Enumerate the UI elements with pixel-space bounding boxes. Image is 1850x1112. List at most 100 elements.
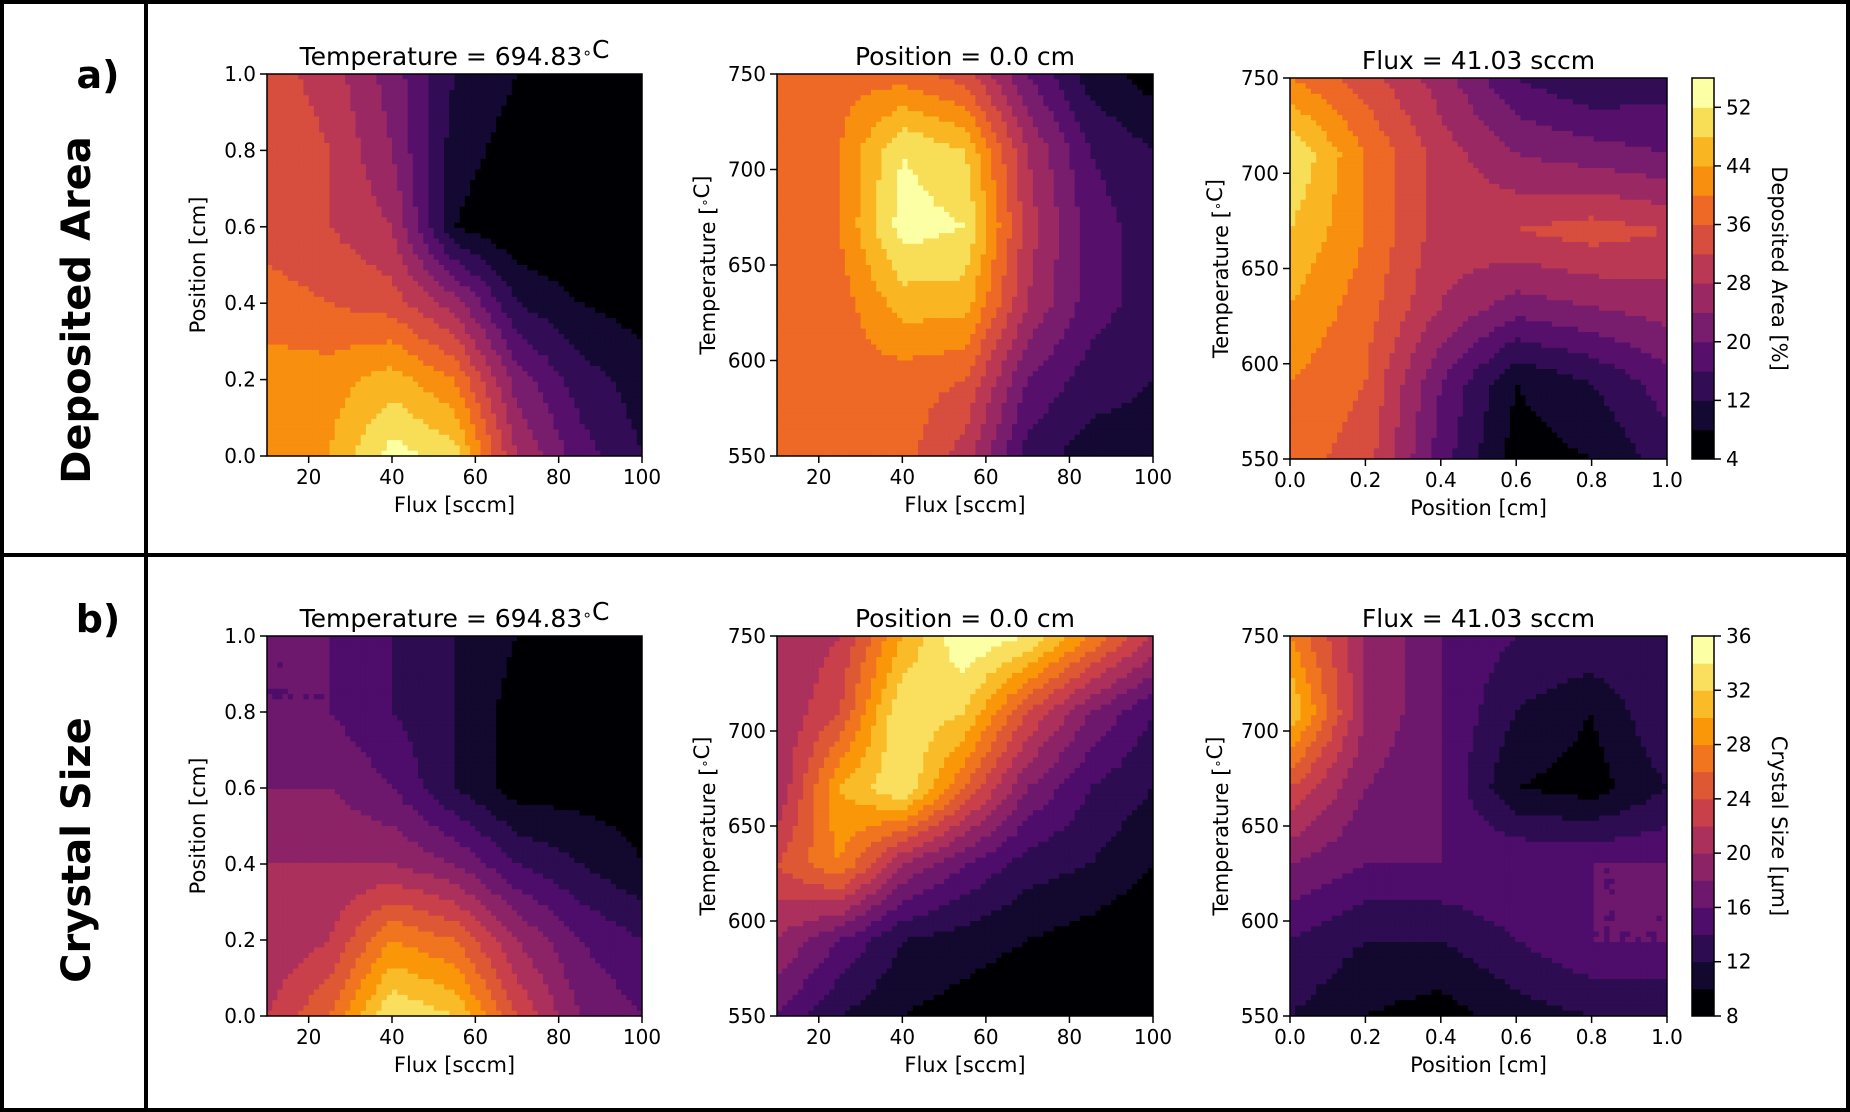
contour-cell [433,323,440,330]
contour-cell [412,127,419,133]
contour-cell [490,211,497,218]
contour-cell [298,211,305,218]
contour-cell [345,222,351,229]
contour-cell [339,100,346,107]
contour-cell [319,105,325,112]
contour-cell [397,296,404,303]
contour-cell [444,105,450,112]
contour-cell [626,387,633,393]
contour-cell [579,95,586,102]
contour-cell [579,381,586,388]
contour-cell [480,275,487,282]
contour-cell [407,142,414,149]
contour-cell [584,254,591,261]
contour-cell [605,339,612,346]
contour-cell [407,323,414,330]
contour-cell [412,429,419,436]
contour-cell [480,249,487,255]
contour-cell [511,360,518,367]
contour-cell [454,180,461,187]
contour-cell [267,318,273,324]
contour-cell [558,318,565,324]
contour-cell [558,89,565,96]
contour-cell [558,222,565,229]
contour-cell [360,333,367,340]
contour-cell [339,365,346,372]
contour-cell [371,211,377,218]
contour-cell [428,243,435,250]
contour-cell [537,323,544,330]
contour-cell [386,196,393,202]
contour-cell [433,265,440,271]
contour-cell [381,429,388,436]
contour-cell [501,169,508,176]
contour-cell [397,169,404,176]
contour-cell [355,402,362,409]
contour-cell [355,307,362,314]
contour-cell [293,153,299,160]
contour-cell [376,381,383,388]
contour-cell [282,291,289,298]
contour-cell [532,132,539,139]
contour-cell [329,434,336,441]
contour-cell [558,254,565,261]
contour-cell [392,402,398,409]
contour-cell [621,206,627,213]
contour-cell [319,381,325,388]
contour-cell [470,238,476,245]
contour-cell [522,312,529,319]
contour-cell [490,238,497,245]
contour-cell [371,190,377,197]
contour-cell [428,89,435,96]
contour-cell [433,392,440,399]
contour-cell [636,127,642,133]
contour-cell [360,402,367,409]
contour-cell [287,227,294,234]
contour-cell [449,296,456,303]
contour-cell [386,286,393,293]
contour-cell [532,201,539,208]
contour-cell [376,265,383,271]
contour-cell [334,238,341,245]
contour-cell [412,84,419,91]
contour-cell [407,206,414,213]
contour-cell [574,142,581,149]
contour-cell [475,312,482,319]
contour-cell [621,164,627,171]
contour-cell [397,238,404,245]
contour-cell [464,365,471,372]
contour-cell [418,333,424,340]
contour-cell [350,333,357,340]
contour-cell [287,79,294,86]
contour-cell [501,121,508,128]
contour-cell [360,249,367,255]
contour-cell [272,259,279,266]
contour-cell [574,164,581,171]
contour-cell [480,434,487,441]
contour-cell [496,142,502,149]
contour-cell [355,413,362,420]
contour-cell [621,418,627,425]
contour-cell [480,291,487,298]
contour-cell [496,402,502,409]
contour-cell [397,84,404,91]
contour-cell [376,100,383,107]
contour-cell [553,185,560,192]
contour-cell [517,116,523,123]
contour-cell [308,84,315,91]
contour-cell [621,74,627,80]
contour-cell [423,243,430,250]
contour-cell [412,413,419,420]
contour-cell [418,323,424,330]
contour-cell [381,333,388,340]
contour-cell [319,190,325,197]
contour-cell [313,249,320,255]
contour-cell [506,254,513,261]
contour-cell [569,79,575,86]
contour-cell [371,201,377,208]
contour-cell [496,429,502,436]
contour-cell [574,318,581,324]
contour-cell [339,270,346,277]
contour-cell [303,153,310,160]
contour-cell [532,227,539,234]
